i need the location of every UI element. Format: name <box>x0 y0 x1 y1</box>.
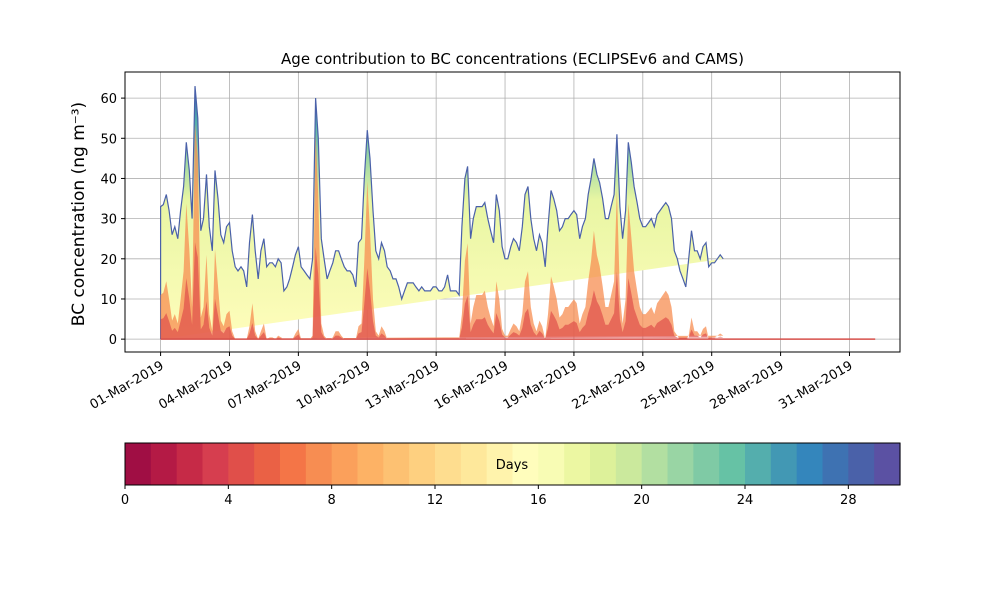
colorbar-swatch <box>305 443 333 485</box>
y-tick-label: 50 <box>100 132 117 147</box>
colorbar-swatch <box>202 443 229 485</box>
x-tick-label: 07-Mar-2019 <box>225 358 304 412</box>
colorbar-swatch <box>383 443 410 485</box>
x-tick-label: 28-Mar-2019 <box>707 358 786 412</box>
colorbar-swatch <box>150 443 178 485</box>
colorbar-swatch <box>822 443 849 485</box>
colorbar-swatch <box>796 443 824 485</box>
colorbar-swatch <box>460 443 488 485</box>
colorbar-swatch <box>125 443 152 485</box>
colorbar-tick-label: 24 <box>737 493 754 508</box>
x-tick-label: 01-Mar-2019 <box>87 358 166 412</box>
y-tick-label: 20 <box>100 253 117 268</box>
colorbar-swatch <box>590 443 617 485</box>
colorbar-tick-label: 0 <box>121 493 129 508</box>
colorbar <box>125 443 901 485</box>
area-layer <box>159 86 876 340</box>
x-tick-label: 19-Mar-2019 <box>501 358 580 412</box>
y-tick-label: 10 <box>100 293 117 308</box>
y-axis-label: BC concentration (ng m⁻³) <box>69 102 89 326</box>
colorbar-frame <box>124 442 901 486</box>
y-tick-label: 30 <box>100 213 117 228</box>
colorbar-swatch <box>693 443 720 485</box>
colorbar-tick-label: 4 <box>224 493 232 508</box>
colorbar-swatch <box>331 443 359 485</box>
x-tick-label: 04-Mar-2019 <box>156 358 235 412</box>
colorbar-swatch <box>874 443 901 485</box>
youngest-age-area <box>160 242 724 340</box>
colorbar-swatch <box>254 443 281 485</box>
x-tick-label: 16-Mar-2019 <box>432 358 511 412</box>
x-axis: 01-Mar-201904-Mar-201907-Mar-201910-Mar-… <box>87 352 855 413</box>
colorbar-swatch <box>357 443 384 485</box>
x-tick-label: 13-Mar-2019 <box>363 358 442 412</box>
colorbar-swatch <box>719 443 746 485</box>
plot-frame <box>124 71 901 353</box>
colorbar-swatch <box>667 443 694 485</box>
colorbar-swatch <box>409 443 436 485</box>
colorbar-tick-label: 16 <box>530 493 547 508</box>
x-tick-label: 22-Mar-2019 <box>570 358 649 412</box>
colorbar-tick-label: 8 <box>328 493 336 508</box>
colorbar-swatch <box>615 443 643 485</box>
colorbar-swatch <box>486 443 514 485</box>
colorbar-swatch <box>512 443 539 485</box>
colorbar-swatch <box>848 443 875 485</box>
colorbar-label: Days <box>496 458 529 473</box>
total-concentration-area <box>159 86 724 340</box>
y-axis: 0 10 20 30 40 50 60 <box>100 92 125 348</box>
colorbar-swatch <box>641 443 669 485</box>
y-tick-label: 40 <box>100 172 117 187</box>
colorbar-swatch <box>770 443 798 485</box>
y-tick-label: 0 <box>109 333 117 348</box>
chart-title: Age contribution to BC concentrations (E… <box>281 50 744 68</box>
colorbar-tick-label: 20 <box>633 493 650 508</box>
colorbar-swatch <box>538 443 565 485</box>
y-tick-label: 60 <box>100 92 117 107</box>
colorbar-swatch <box>176 443 204 485</box>
colorbar-swatch <box>564 443 591 485</box>
colorbar-tick-label: 28 <box>840 493 857 508</box>
colorbar-ticks: 0 4 8 12 16 20 24 28 <box>121 485 857 508</box>
colorbar-swatch <box>435 443 462 485</box>
x-tick-label: 10-Mar-2019 <box>294 358 373 412</box>
colorbar-swatch <box>280 443 307 485</box>
x-tick-label: 31-Mar-2019 <box>776 358 855 412</box>
colorbar-swatch <box>228 443 255 485</box>
colorbar-tick-label: 12 <box>427 493 444 508</box>
colorbar-swatch <box>745 443 772 485</box>
x-tick-label: 25-Mar-2019 <box>639 358 718 412</box>
